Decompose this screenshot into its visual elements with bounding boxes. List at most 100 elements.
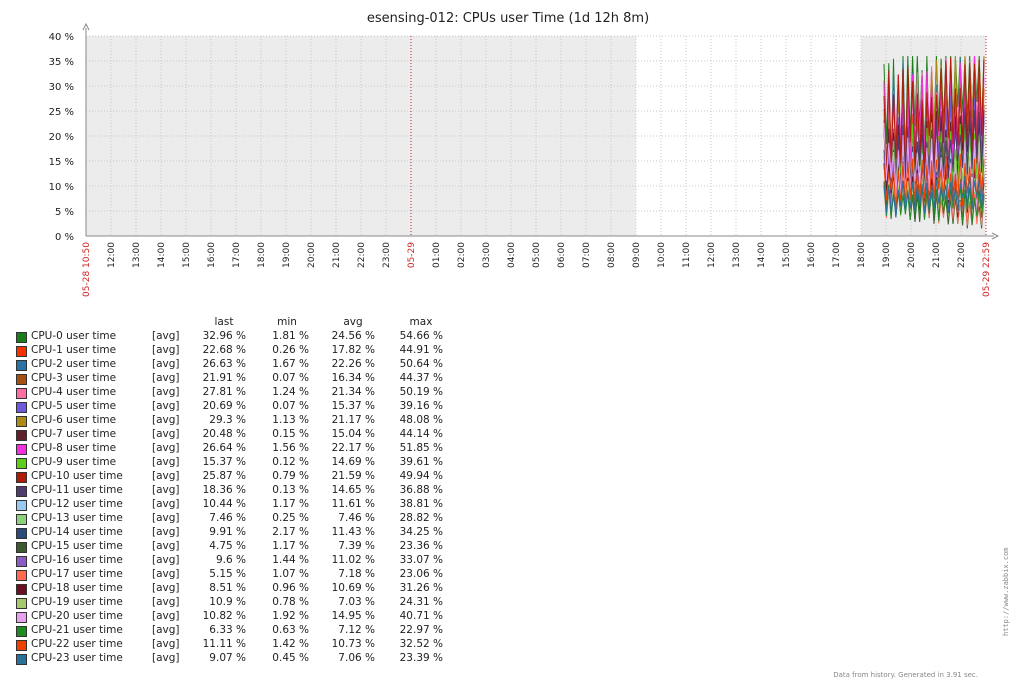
legend-value-min: 1.44 %: [272, 554, 309, 566]
legend-value-max: 51.85 %: [399, 442, 443, 454]
x-tick-label: 18:00: [857, 242, 867, 268]
y-tick-label: 35 %: [49, 57, 74, 68]
x-tick-label: 15:00: [782, 242, 792, 268]
y-tick-label: 15 %: [49, 157, 74, 168]
legend-value-last: 4.75 %: [209, 540, 246, 552]
legend-value-max: 23.06 %: [399, 568, 443, 580]
legend-series-name: CPU-8 user time: [31, 442, 117, 454]
legend-swatch: [16, 626, 27, 637]
x-tick-label: 09:00: [632, 242, 642, 268]
legend-value-max: 36.88 %: [399, 484, 443, 496]
legend-value-min: 1.42 %: [272, 638, 309, 650]
watermark-url: http://www.zabbix.com: [1002, 547, 1010, 636]
x-tick-label: 03:00: [482, 242, 492, 268]
legend-swatch: [16, 486, 27, 497]
x-tick-label: 20:00: [907, 242, 917, 268]
y-axis-arrow: [82, 22, 90, 31]
legend-value-avg: 17.82 %: [331, 344, 375, 356]
legend-swatch: [16, 472, 27, 483]
legend-value-avg: 11.02 %: [331, 554, 375, 566]
x-tick-label: 12:00: [707, 242, 717, 268]
legend-series-name: CPU-10 user time: [31, 470, 123, 482]
legend-value-max: 39.61 %: [399, 456, 443, 468]
legend-value-avg: 14.69 %: [331, 456, 375, 468]
legend-value-max: 38.81 %: [399, 498, 443, 510]
legend-value-last: 15.37 %: [202, 456, 246, 468]
legend-value-max: 23.39 %: [399, 652, 443, 664]
x-tick-label: 15:00: [182, 242, 192, 268]
legend-value-min: 1.92 %: [272, 610, 309, 622]
legend-function: [avg]: [152, 414, 180, 426]
legend-value-max: 48.08 %: [399, 414, 443, 426]
legend-series-name: CPU-7 user time: [31, 428, 117, 440]
legend-value-last: 6.33 %: [209, 624, 246, 636]
legend-value-min: 0.45 %: [272, 652, 309, 664]
legend-function: [avg]: [152, 470, 180, 482]
legend-value-min: 0.25 %: [272, 512, 309, 524]
legend-series-name: CPU-11 user time: [31, 484, 123, 496]
legend-swatch: [16, 584, 27, 595]
x-tick-label: 10:00: [657, 242, 667, 268]
legend-header-max: max: [409, 316, 433, 328]
legend-series-name: CPU-5 user time: [31, 400, 117, 412]
legend-swatch: [16, 570, 27, 581]
legend-function: [avg]: [152, 428, 180, 440]
legend-value-max: 44.91 %: [399, 344, 443, 356]
legend-value-last: 32.96 %: [202, 330, 246, 342]
legend-value-avg: 21.17 %: [331, 414, 375, 426]
legend-function: [avg]: [152, 554, 180, 566]
legend-series-name: CPU-16 user time: [31, 554, 123, 566]
legend-value-avg: 7.46 %: [338, 512, 375, 524]
legend-swatch: [16, 598, 27, 609]
legend-function: [avg]: [152, 512, 180, 524]
legend-series-name: CPU-0 user time: [31, 330, 117, 342]
legend-function: [avg]: [152, 596, 180, 608]
legend-value-avg: 14.65 %: [331, 484, 375, 496]
legend-value-last: 21.91 %: [202, 372, 246, 384]
legend-value-last: 29.3 %: [209, 414, 246, 426]
x-tick-label: 05-28 10:50: [82, 242, 92, 297]
legend-series-name: CPU-1 user time: [31, 344, 117, 356]
legend-swatch: [16, 360, 27, 371]
legend-swatch: [16, 640, 27, 651]
legend-swatch: [16, 444, 27, 455]
legend-function: [avg]: [152, 498, 180, 510]
legend-function: [avg]: [152, 638, 180, 650]
x-tick-labels: 05-28 10:50 12:00 13:00 14:00 15:00 16:00 17:0…: [82, 242, 992, 297]
legend-swatch: [16, 458, 27, 469]
legend-series-name: CPU-14 user time: [31, 526, 123, 538]
legend-value-min: 0.78 %: [272, 596, 309, 608]
x-tick-label: 18:00: [257, 242, 267, 268]
legend-function: [avg]: [152, 442, 180, 454]
x-tick-label: 14:00: [157, 242, 167, 268]
y-tick-label: 0 %: [55, 232, 74, 243]
y-tick-label: 30 %: [49, 82, 74, 93]
legend-value-min: 0.26 %: [272, 344, 309, 356]
legend-header-avg: avg: [343, 316, 363, 328]
legend-value-min: 0.96 %: [272, 582, 309, 594]
legend-value-min: 1.13 %: [272, 414, 309, 426]
legend-value-max: 44.14 %: [399, 428, 443, 440]
legend-value-max: 49.94 %: [399, 470, 443, 482]
legend-function: [avg]: [152, 484, 180, 496]
legend-value-last: 9.91 %: [209, 526, 246, 538]
legend-swatch: [16, 528, 27, 539]
legend-series-name: CPU-23 user time: [31, 652, 123, 664]
legend-value-min: 0.79 %: [272, 470, 309, 482]
legend-swatch: [16, 542, 27, 553]
x-tick-label: 13:00: [132, 242, 142, 268]
legend-value-min: 0.12 %: [272, 456, 309, 468]
legend-value-max: 39.16 %: [399, 400, 443, 412]
legend-value-min: 1.81 %: [272, 330, 309, 342]
legend-value-last: 26.63 %: [202, 358, 246, 370]
legend-function: [avg]: [152, 344, 180, 356]
x-tick-label: 16:00: [207, 242, 217, 268]
legend-value-max: 40.71 %: [399, 610, 443, 622]
x-tick-label: 20:00: [307, 242, 317, 268]
y-tick-label: 20 %: [49, 132, 74, 143]
legend-series-name: CPU-17 user time: [31, 568, 123, 580]
legend-value-avg: 14.95 %: [331, 610, 375, 622]
legend-value-last: 10.44 %: [202, 498, 246, 510]
legend-series-name: CPU-13 user time: [31, 512, 123, 524]
legend-swatch: [16, 430, 27, 441]
